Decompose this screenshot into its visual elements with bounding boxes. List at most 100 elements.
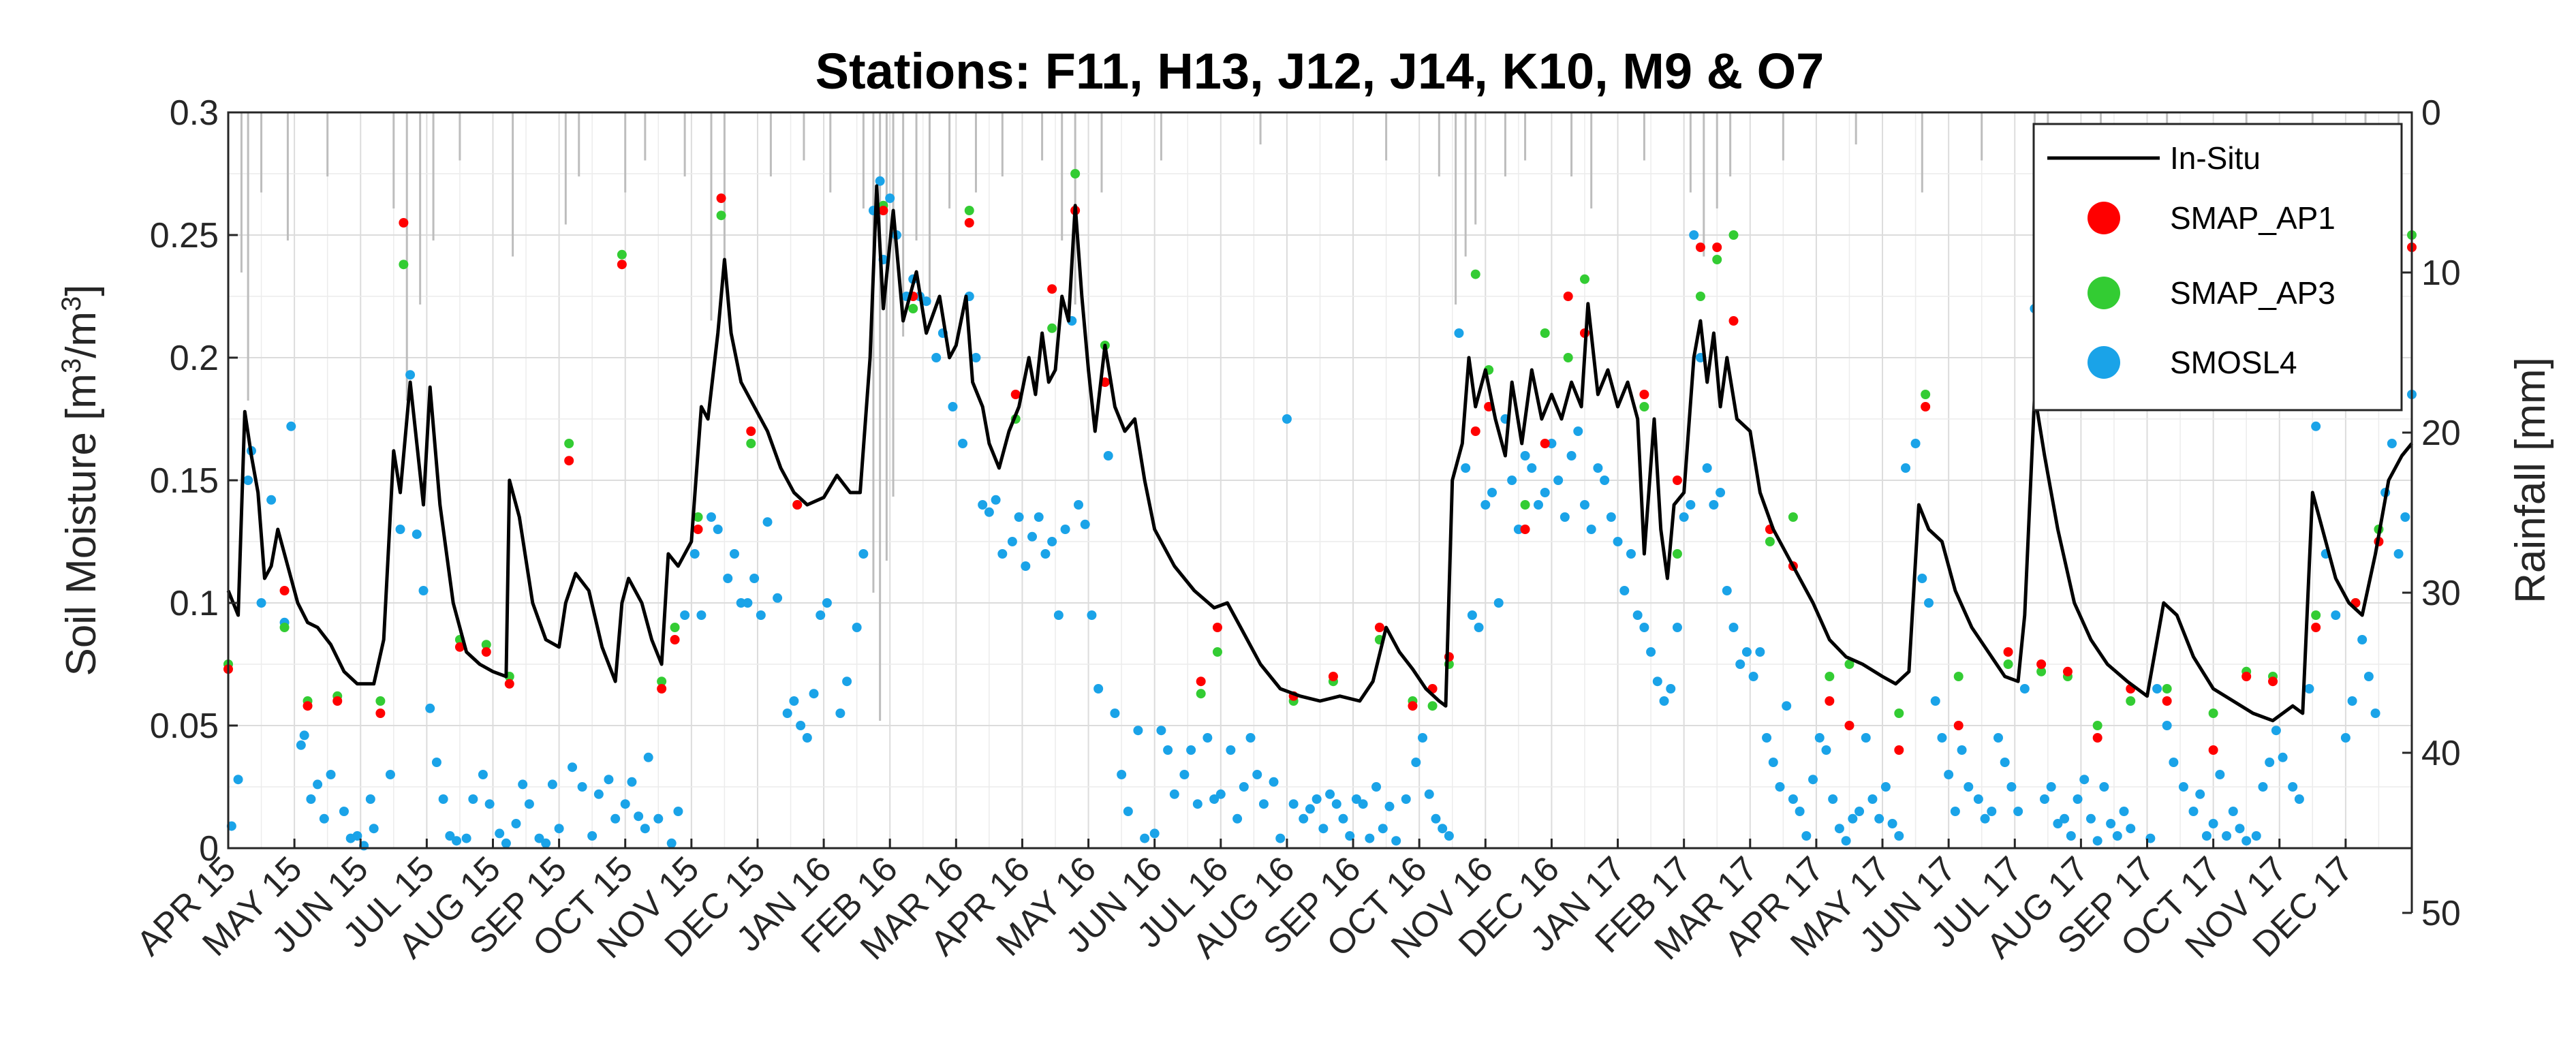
smosl4-point: [1345, 831, 1355, 841]
smosl4-point: [1269, 777, 1279, 787]
smosl4-point: [1861, 733, 1871, 743]
smap-ap3-point: [1212, 647, 1222, 657]
smosl4-point: [1626, 549, 1636, 559]
smosl4-point: [2241, 836, 2252, 846]
smosl4-point: [1741, 647, 1752, 657]
smap-ap1-point: [2092, 733, 2102, 743]
smosl4-point: [1110, 709, 1120, 718]
smap-ap3-point: [716, 211, 726, 221]
smosl4-point: [1540, 488, 1550, 497]
smosl4-point: [1566, 451, 1577, 461]
smosl4-point: [541, 838, 551, 848]
smosl4-point: [978, 500, 988, 510]
smosl4-point: [1331, 799, 1341, 809]
smosl4-point: [425, 703, 435, 713]
smosl4-point: [984, 507, 994, 517]
smosl4-point: [1894, 831, 1904, 841]
smosl4-point: [634, 811, 644, 822]
smap-ap3-point: [1427, 701, 1438, 711]
smap-ap3-point: [1894, 709, 1904, 718]
smosl4-point: [1305, 804, 1315, 814]
smosl4-point: [405, 370, 416, 380]
smosl4-point: [2000, 758, 2010, 767]
smosl4-point: [1275, 833, 1286, 843]
smap-ap1-point: [2208, 745, 2218, 755]
smap-ap3-point: [1728, 230, 1739, 240]
smosl4-point: [852, 623, 862, 632]
smap-ap3-point: [1070, 169, 1081, 178]
smosl4-point: [1169, 789, 1179, 799]
smosl4-point: [2099, 782, 2109, 792]
smosl4-point: [1338, 813, 1348, 824]
smosl4-point: [1312, 794, 1322, 804]
smosl4-point: [991, 495, 1001, 505]
smosl4-point: [1848, 813, 1858, 824]
y-axis-label-left: Soil Moisture [m3/m3]: [57, 284, 105, 676]
smosl4-point: [2235, 824, 2245, 834]
smap-ap1-point: [1844, 721, 1855, 730]
smosl4-point: [620, 799, 630, 809]
smosl4-point: [1930, 696, 1940, 706]
smosl4-point: [816, 610, 826, 620]
smosl4-point: [610, 813, 621, 824]
smosl4-point: [593, 789, 604, 799]
smap-ap1-point: [1408, 701, 1418, 711]
smosl4-point: [796, 721, 806, 730]
chart-title: Stations: F11, H13, J12, J14, K10, M9 & …: [816, 43, 1825, 99]
smap-ap3-point: [1788, 512, 1798, 522]
smosl4-point: [842, 676, 852, 687]
smosl4-point: [1828, 794, 1838, 804]
smosl4-point: [1910, 439, 1921, 448]
smosl4-point: [296, 740, 306, 750]
smosl4-point: [1444, 831, 1454, 841]
smap-ap1-point: [1695, 243, 1705, 252]
smosl4-point: [736, 598, 746, 608]
smap-ap1-point: [716, 193, 726, 203]
smosl4-point: [749, 574, 760, 583]
smap-ap1-point: [1728, 316, 1739, 326]
smap-ap3-point: [1953, 672, 1964, 681]
legend-swatch-smap-ap3: [2088, 277, 2120, 309]
smap-ap1-point: [1921, 402, 1931, 411]
smosl4-point: [1461, 463, 1471, 473]
smap-ap1-point: [657, 684, 667, 694]
smap-ap1-point: [670, 635, 680, 644]
smosl4-point: [1993, 733, 2003, 743]
smap-ap1-point: [1825, 696, 1835, 706]
smosl4-point: [1513, 525, 1523, 534]
smap-ap1-point: [1540, 439, 1550, 448]
y-tick-label-left: 0.1: [170, 584, 219, 623]
smosl4-point: [2294, 794, 2304, 804]
smosl4-point: [1358, 799, 1368, 809]
smap-ap1-point: [1212, 623, 1222, 632]
smap-ap1-point: [1639, 390, 1649, 399]
smosl4-point: [547, 779, 557, 790]
smap-ap1-point: [1520, 525, 1530, 534]
smosl4-point: [1874, 813, 1884, 824]
smosl4-point: [1944, 770, 1954, 779]
smosl4-point: [1226, 745, 1236, 755]
y-tick-label-right: 30: [2421, 574, 2461, 613]
smap-ap3-point: [1470, 269, 1480, 279]
smosl4-point: [958, 439, 968, 448]
smosl4-point: [1424, 789, 1434, 799]
smosl4-point: [1239, 782, 1249, 792]
smosl4-point: [1411, 758, 1421, 767]
smosl4-point: [412, 529, 422, 540]
smosl4-point: [1282, 414, 1292, 424]
smosl4-point: [1814, 733, 1825, 743]
legend-label-smap-ap1: SMAP_AP1: [2170, 200, 2336, 236]
smosl4-point: [809, 689, 819, 699]
smosl4-point: [1053, 610, 1064, 620]
smap-ap1-point: [2036, 659, 2047, 669]
smosl4-point: [1980, 813, 1990, 824]
smosl4-point: [1950, 807, 1960, 816]
smosl4-point: [1507, 476, 1517, 485]
smosl4-point: [1709, 500, 1719, 510]
y-tick-label-left: 0.15: [150, 461, 219, 501]
smap-ap1-point: [375, 709, 386, 718]
smosl4-point: [1474, 623, 1484, 632]
smosl4-point: [1659, 696, 1669, 706]
smosl4-point: [1808, 775, 1818, 785]
smosl4-point: [554, 824, 564, 834]
